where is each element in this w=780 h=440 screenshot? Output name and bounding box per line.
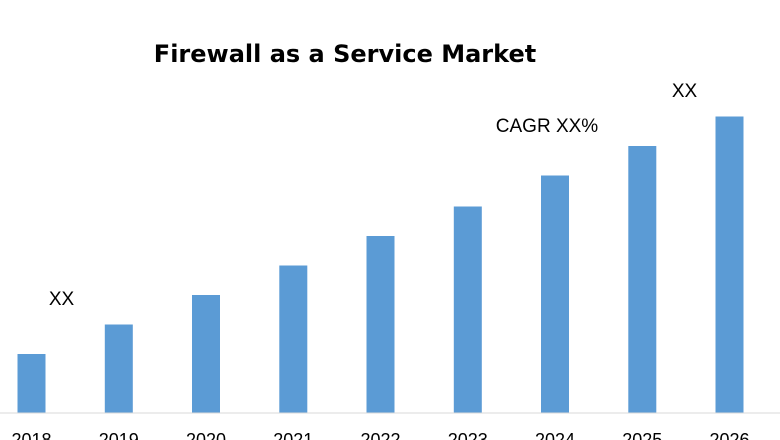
bar-2022 [366,236,395,413]
annotation-1: XX [49,289,75,310]
bar-2019 [104,324,133,413]
x-tick-label-2023: 2023 [448,430,488,440]
x-tick-label-2026: 2026 [709,430,749,440]
chart-title: Firewall as a Service Market [154,40,536,68]
x-tick-label-2024: 2024 [535,430,575,440]
bar-2020 [192,295,220,413]
annotation-2: CAGR XX% [496,116,599,137]
bar-2023 [453,206,482,413]
bar-2026 [715,116,744,413]
x-tick-label-2018: 2018 [11,430,51,440]
x-tick-labels: 2018 2019 2020 2021 2022 2023 2024 2025 2026 [11,430,749,440]
x-tick-label-2025: 2025 [622,430,662,440]
x-tick-label-2020: 2020 [186,430,226,440]
annotation-3: XX [672,81,698,102]
annotations-group: XX CAGR XX% XX [49,81,698,310]
bar-2018 [17,354,46,413]
bars-group [17,116,744,413]
bar-2025 [628,146,657,413]
x-tick-label-2022: 2022 [360,430,400,440]
x-tick-label-2019: 2019 [99,430,139,440]
bar-2021 [279,265,308,413]
bar-2024 [541,175,569,413]
x-tick-label-2021: 2021 [273,430,313,440]
